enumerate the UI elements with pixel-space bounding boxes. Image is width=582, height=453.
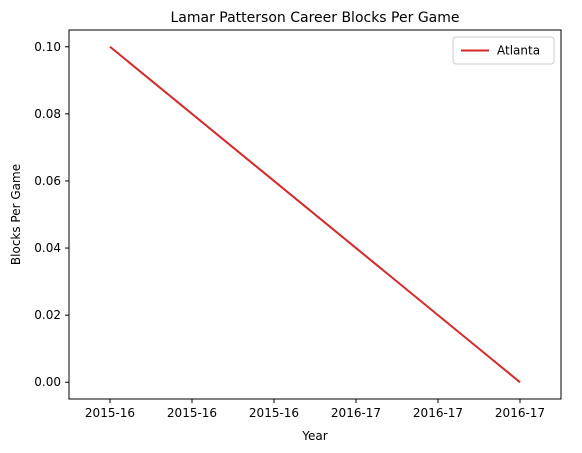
x-tick-label: 2016-17 bbox=[413, 406, 463, 420]
x-axis: 2015-16 2015-16 2015-16 2016-17 2016-17 2016-… bbox=[85, 399, 545, 420]
legend: Atlanta bbox=[452, 36, 555, 65]
x-tick-label: 2015-16 bbox=[249, 406, 299, 420]
y-tick-label: 0.06 bbox=[34, 174, 61, 188]
y-axis-title: Blocks Per Game bbox=[9, 164, 23, 265]
y-axis: 0.00 0.02 0.04 0.06 0.08 0.10 bbox=[34, 40, 69, 389]
y-tick-label: 0.02 bbox=[34, 308, 61, 322]
y-tick-label: 0.04 bbox=[34, 241, 61, 255]
x-tick-label: 2016-17 bbox=[331, 406, 381, 420]
legend-label-atlanta: Atlanta bbox=[497, 44, 540, 58]
y-tick-label: 0.00 bbox=[34, 375, 61, 389]
chart-title: Lamar Patterson Career Blocks Per Game bbox=[170, 10, 459, 26]
series-line-atlanta bbox=[109, 45, 521, 384]
plot-area bbox=[68, 29, 562, 400]
x-tick-label: 2015-16 bbox=[167, 406, 217, 420]
x-axis-title: Year bbox=[301, 429, 327, 443]
series-layer bbox=[109, 45, 521, 384]
y-tick-label: 0.10 bbox=[34, 40, 61, 54]
y-tick-label: 0.08 bbox=[34, 107, 61, 121]
x-tick-label: 2016-17 bbox=[495, 406, 545, 420]
x-tick-label: 2015-16 bbox=[85, 406, 135, 420]
legend-box bbox=[452, 36, 555, 65]
